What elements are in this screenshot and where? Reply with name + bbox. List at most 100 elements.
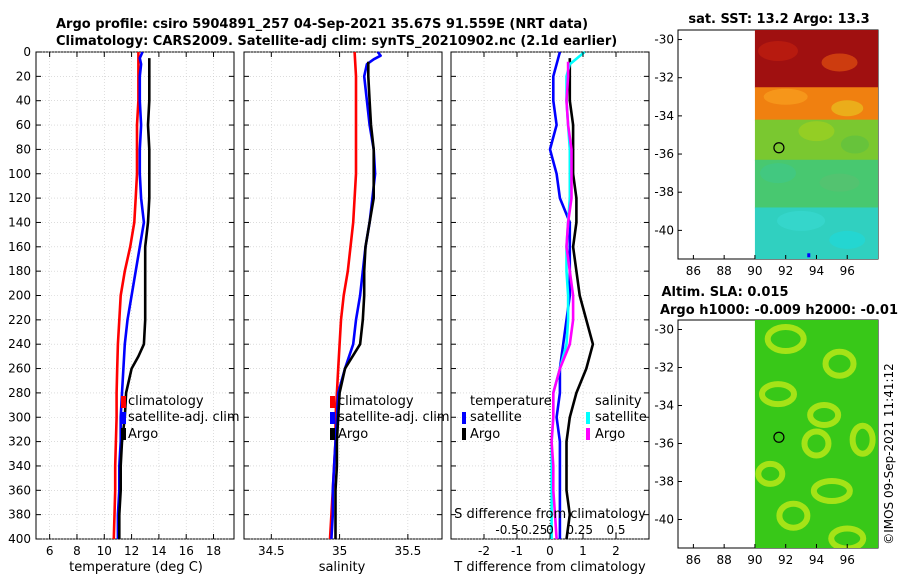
x-tick-label: -1 <box>511 544 523 558</box>
secondary-x-tick-label: 0.25 <box>566 523 593 537</box>
y-tick-label: 80 <box>16 142 31 156</box>
legend-label-temp-argo: Argo <box>470 427 500 442</box>
sst-texture <box>829 230 866 249</box>
y-tick-label: 60 <box>16 118 31 132</box>
salinity-xlabel: salinity <box>319 560 366 575</box>
secondary-x-tick-label: -0.25 <box>516 523 547 537</box>
legend-label-argo: Argo <box>338 427 368 442</box>
legend-label-argo: Argo <box>128 427 158 442</box>
sst-texture <box>821 53 858 72</box>
sst-map: 86 88 90 92 94 96 -30 -32 -34 -36 -38 -40 <box>654 29 879 278</box>
sst-map-ticks: 86 88 90 92 94 96 -30 -32 -34 -36 -38 -40 <box>654 33 854 278</box>
secondary-x-tick-label: -0.5 <box>495 523 518 537</box>
sst-texture <box>840 135 869 154</box>
difference-secondary-label: S difference from climatology <box>454 507 646 522</box>
temperature-legend: climatology satellite-adj. clim Argo <box>121 394 240 442</box>
legend-swatch-sal-satellite <box>586 412 590 424</box>
secondary-x-tick-label: 0 <box>546 523 554 537</box>
y-tick-label: 280 <box>8 386 31 400</box>
sst-texture <box>819 173 860 192</box>
legend-swatch-satellite <box>121 412 126 424</box>
map-x-tick-label: 96 <box>840 553 855 567</box>
sst-zone <box>754 207 878 259</box>
x-tick-label: 12 <box>124 544 139 558</box>
x-tick-label: 2 <box>612 544 620 558</box>
sla-map-title-1: Altim. SLA: 0.015 <box>662 285 789 300</box>
map-x-tick-label: 86 <box>686 264 701 278</box>
x-tick-label: 34.5 <box>258 544 285 558</box>
y-tick-label: 160 <box>8 240 31 254</box>
y-tick-label: 200 <box>8 289 31 303</box>
series-line <box>116 51 146 539</box>
map-x-tick-label: 94 <box>809 264 824 278</box>
legend-swatch-argo <box>330 428 335 440</box>
legend-title-temperature: temperature <box>470 394 552 409</box>
map-y-tick-label: -40 <box>654 513 674 527</box>
legend-swatch-temp-argo <box>462 428 466 440</box>
x-tick-label: 6 <box>46 544 54 558</box>
map-y-tick-label: -40 <box>654 223 674 237</box>
sla-texture <box>828 525 867 548</box>
map-y-tick-label: -38 <box>654 475 674 489</box>
y-tick-label: 220 <box>8 313 31 327</box>
map-x-tick-label: 90 <box>747 264 762 278</box>
difference-legend: temperature satellite Argo salinity sate… <box>462 394 647 442</box>
legend-label-temp-satellite: satellite <box>470 410 522 425</box>
title-line-1: Argo profile: csiro 5904891_257 04-Sep-2… <box>56 17 588 32</box>
series-layer <box>112 50 595 540</box>
y-tick-label: 100 <box>8 167 31 181</box>
sla-texture <box>764 324 807 354</box>
secondary-x-tick-label: 0.5 <box>606 523 625 537</box>
sst-texture <box>763 88 808 105</box>
map-y-tick-label: -32 <box>654 71 674 85</box>
sla-map: 86 88 90 92 94 96 -30 -32 -34 -36 -38 -40 <box>654 319 879 567</box>
map-y-tick-label: -32 <box>654 361 674 375</box>
map-y-tick-label: -30 <box>654 33 674 47</box>
legend-label-climatology: climatology <box>338 394 414 409</box>
map-x-tick-label: 88 <box>717 264 732 278</box>
x-tick-label: 16 <box>179 544 194 558</box>
map-x-tick-label: 92 <box>778 264 793 278</box>
map-x-tick-label: 94 <box>809 553 824 567</box>
y-tick-label: 40 <box>16 94 31 108</box>
sst-image <box>754 30 878 259</box>
x-tick-label: 8 <box>73 544 81 558</box>
y-tick-label: 260 <box>8 362 31 376</box>
y-tick-label: 380 <box>8 508 31 522</box>
sst-texture <box>831 100 864 117</box>
y-tick-label: 360 <box>8 483 31 497</box>
series-line <box>334 61 376 539</box>
y-tick-label: 300 <box>8 410 31 424</box>
y-tick-label: 0 <box>23 45 31 59</box>
x-tick-label: 10 <box>97 544 112 558</box>
map-y-tick-label: -36 <box>654 437 674 451</box>
salinity-legend: climatology satellite-adj. clim Argo <box>330 394 450 442</box>
sla-texture <box>776 500 811 531</box>
y-tick-label: 20 <box>16 69 31 83</box>
sst-small-marker <box>807 253 811 258</box>
sla-texture <box>755 460 786 487</box>
y-tick-label: 180 <box>8 264 31 278</box>
x-tick-label: 35 <box>332 544 347 558</box>
sla-map-title-2: Argo h1000: -0.009 h2000: -0.01 <box>660 303 898 318</box>
legend-label-satellite: satellite-adj. clim <box>128 410 240 425</box>
legend-swatch-sal-argo <box>586 428 590 440</box>
sst-texture <box>777 210 826 231</box>
map-y-tick-label: -34 <box>654 109 674 123</box>
x-tick-label: -2 <box>478 544 490 558</box>
x-tick-label: 14 <box>151 544 166 558</box>
argo-position-marker <box>773 431 785 443</box>
x-tick-label: 1 <box>579 544 587 558</box>
y-tick-label: 320 <box>8 435 31 449</box>
temperature-xlabel: temperature (deg C) <box>69 560 203 575</box>
series-line <box>565 58 595 540</box>
legend-swatch-climatology <box>330 396 335 408</box>
sla-texture <box>801 428 832 459</box>
sla-texture <box>810 478 853 504</box>
copyright-text: ©IMOS 09-Sep-2021 11:41:12 <box>882 363 896 545</box>
legend-title-salinity: salinity <box>595 394 642 409</box>
y-tick-label: 340 <box>8 459 31 473</box>
legend-swatch-temp-satellite <box>462 412 466 424</box>
series-line <box>112 52 140 540</box>
